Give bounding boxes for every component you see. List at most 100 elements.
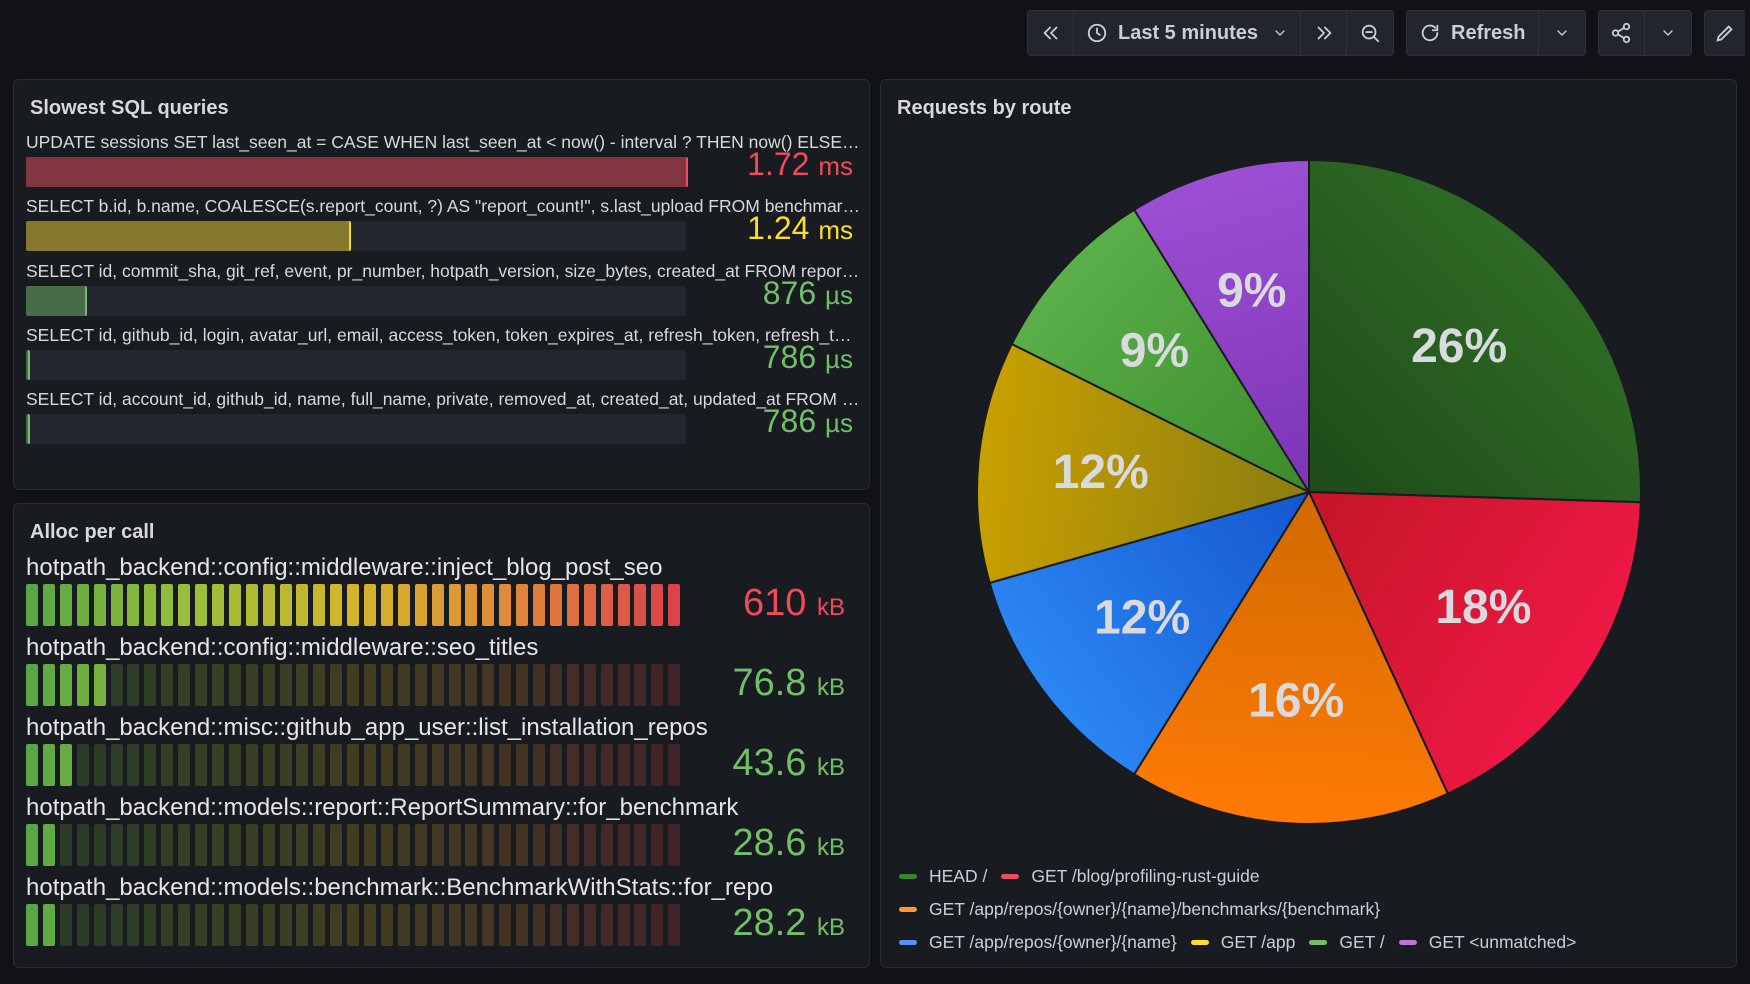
- gauge-cell: [380, 584, 393, 626]
- gauge-cell: [533, 904, 545, 946]
- panel-title: Slowest SQL queries: [30, 97, 229, 119]
- gauge-cell: [26, 584, 38, 626]
- alloc-value-number: 43.6: [732, 742, 807, 784]
- gauge-cell: [617, 904, 630, 946]
- edit-button[interactable]: [1703, 10, 1745, 56]
- sql-bar-fill: [26, 414, 30, 445]
- sql-bar-track: [26, 349, 686, 380]
- gauge-cell: [465, 584, 478, 626]
- legend-item[interactable]: HEAD /: [899, 866, 987, 887]
- pie-slice[interactable]: [988, 490, 1312, 776]
- gauge-cell: [397, 584, 410, 626]
- gauge-cell: [465, 744, 478, 786]
- pie-slice[interactable]: [1132, 489, 1450, 825]
- gauge-cell: [228, 584, 241, 626]
- gauge-cell: [516, 904, 529, 946]
- chevron-down-icon: [1662, 30, 1673, 36]
- gauge-cell: [144, 824, 157, 866]
- legend-item[interactable]: GET /app/repos/{owner}/{name}/benchmarks…: [899, 899, 1380, 920]
- time-shift-forward-button[interactable]: [1301, 11, 1348, 55]
- gauge-cell: [93, 904, 106, 946]
- gauge-cell: [549, 664, 562, 706]
- gauge-cell: [414, 904, 427, 946]
- pie-slice[interactable]: [1307, 490, 1642, 795]
- dashboard-toolbar: Last 5 minutes Refresh: [1027, 10, 1745, 56]
- share-dropdown[interactable]: [1645, 11, 1691, 55]
- legend-item[interactable]: GET /app/repos/{owner}/{name}: [899, 932, 1177, 953]
- refresh-interval-dropdown[interactable]: [1539, 11, 1585, 55]
- gauge-cell: [330, 664, 343, 706]
- pie-slice[interactable]: [1308, 158, 1642, 504]
- sql-query-row: UPDATE sessions SET last_seen_at = CASE …: [26, 132, 861, 196]
- gauge-cell: [76, 744, 89, 786]
- gauge-cell: [59, 664, 72, 706]
- pie-slice-label: 12%: [1053, 446, 1149, 499]
- legend-item[interactable]: GET <unmatched>: [1398, 932, 1577, 953]
- alloc-value-unit: kB: [816, 834, 845, 861]
- gauge-cell: [313, 744, 326, 786]
- gauge-cell: [448, 584, 461, 626]
- gauge-cell: [42, 904, 55, 946]
- gauge-cell: [245, 664, 258, 706]
- alloc-value-unit: kB: [816, 754, 845, 781]
- pie-slice-label: 26%: [1411, 320, 1507, 373]
- gauge-cell: [26, 744, 38, 786]
- gauge-cell: [482, 744, 495, 786]
- gauge-cell: [93, 584, 106, 626]
- gauge-cell: [651, 824, 664, 866]
- gauge-cell: [330, 584, 343, 626]
- legend-label: GET <unmatched>: [1428, 932, 1577, 952]
- gauge-cell: [195, 904, 207, 946]
- gauge-cell: [59, 824, 72, 866]
- alloc-value: 610 kB: [743, 582, 845, 625]
- gauge-cell: [296, 744, 309, 786]
- gauge-cell: [195, 584, 207, 626]
- gauge-cell: [583, 664, 596, 706]
- sql-query-row: SELECT id, commit_sha, git_ref, event, p…: [26, 261, 861, 325]
- sql-query-row: SELECT b.id, b.name, COALESCE(s.report_c…: [26, 196, 861, 260]
- gauge-cell: [330, 744, 343, 786]
- alloc-gauge: [26, 744, 686, 786]
- share-button[interactable]: [1599, 11, 1645, 55]
- gauge-cell: [414, 744, 427, 786]
- gauge-cell: [195, 664, 207, 706]
- sql-value: 1.24 ms: [747, 210, 853, 247]
- legend-swatch: [899, 874, 917, 879]
- gauge-cell: [127, 824, 140, 866]
- gauge-cell: [262, 664, 275, 706]
- gauge-cell: [313, 824, 326, 866]
- gauge-cell: [600, 904, 613, 946]
- pie-slice-label: 12%: [1094, 592, 1190, 645]
- pie-slice[interactable]: [1132, 158, 1310, 496]
- gauge-cell: [651, 904, 664, 946]
- legend-item[interactable]: GET /blog/profiling-rust-guide: [1001, 866, 1260, 887]
- zoom-out-button[interactable]: [1347, 11, 1393, 55]
- gauge-cell: [26, 824, 38, 866]
- gauge-cell: [279, 904, 292, 946]
- time-range-picker[interactable]: Last 5 minutes: [1074, 11, 1302, 55]
- gauge-cell: [600, 824, 613, 866]
- sql-query-row: SELECT id, account_id, github_id, name, …: [26, 389, 861, 453]
- time-shift-back-button[interactable]: [1028, 11, 1074, 55]
- alloc-value: 28.2 kB: [732, 902, 845, 945]
- legend-label: GET /app/repos/{owner}/{name}: [929, 932, 1177, 952]
- clock-icon: [1087, 23, 1107, 43]
- gauge-cell: [617, 824, 630, 866]
- legend-item[interactable]: GET /: [1309, 932, 1385, 953]
- gauge-cell: [211, 904, 224, 946]
- gauge-cell: [431, 744, 444, 786]
- time-picker-group: Last 5 minutes: [1027, 10, 1395, 56]
- pie-slice[interactable]: [1010, 208, 1312, 495]
- sql-value: 786 µs: [763, 403, 853, 440]
- share-group: [1597, 10, 1692, 56]
- pie-slice[interactable]: [976, 342, 1312, 585]
- legend-item[interactable]: GET /app: [1190, 932, 1295, 953]
- gauge-cell: [549, 904, 562, 946]
- refresh-button[interactable]: Refresh: [1407, 11, 1539, 55]
- zoom-out-icon: [1361, 24, 1380, 43]
- gauge-cell: [245, 584, 258, 626]
- gauge-cell: [228, 744, 241, 786]
- alloc-value-number: 28.2: [732, 902, 807, 944]
- gauge-cell: [566, 824, 579, 866]
- refresh-group: Refresh: [1406, 10, 1586, 56]
